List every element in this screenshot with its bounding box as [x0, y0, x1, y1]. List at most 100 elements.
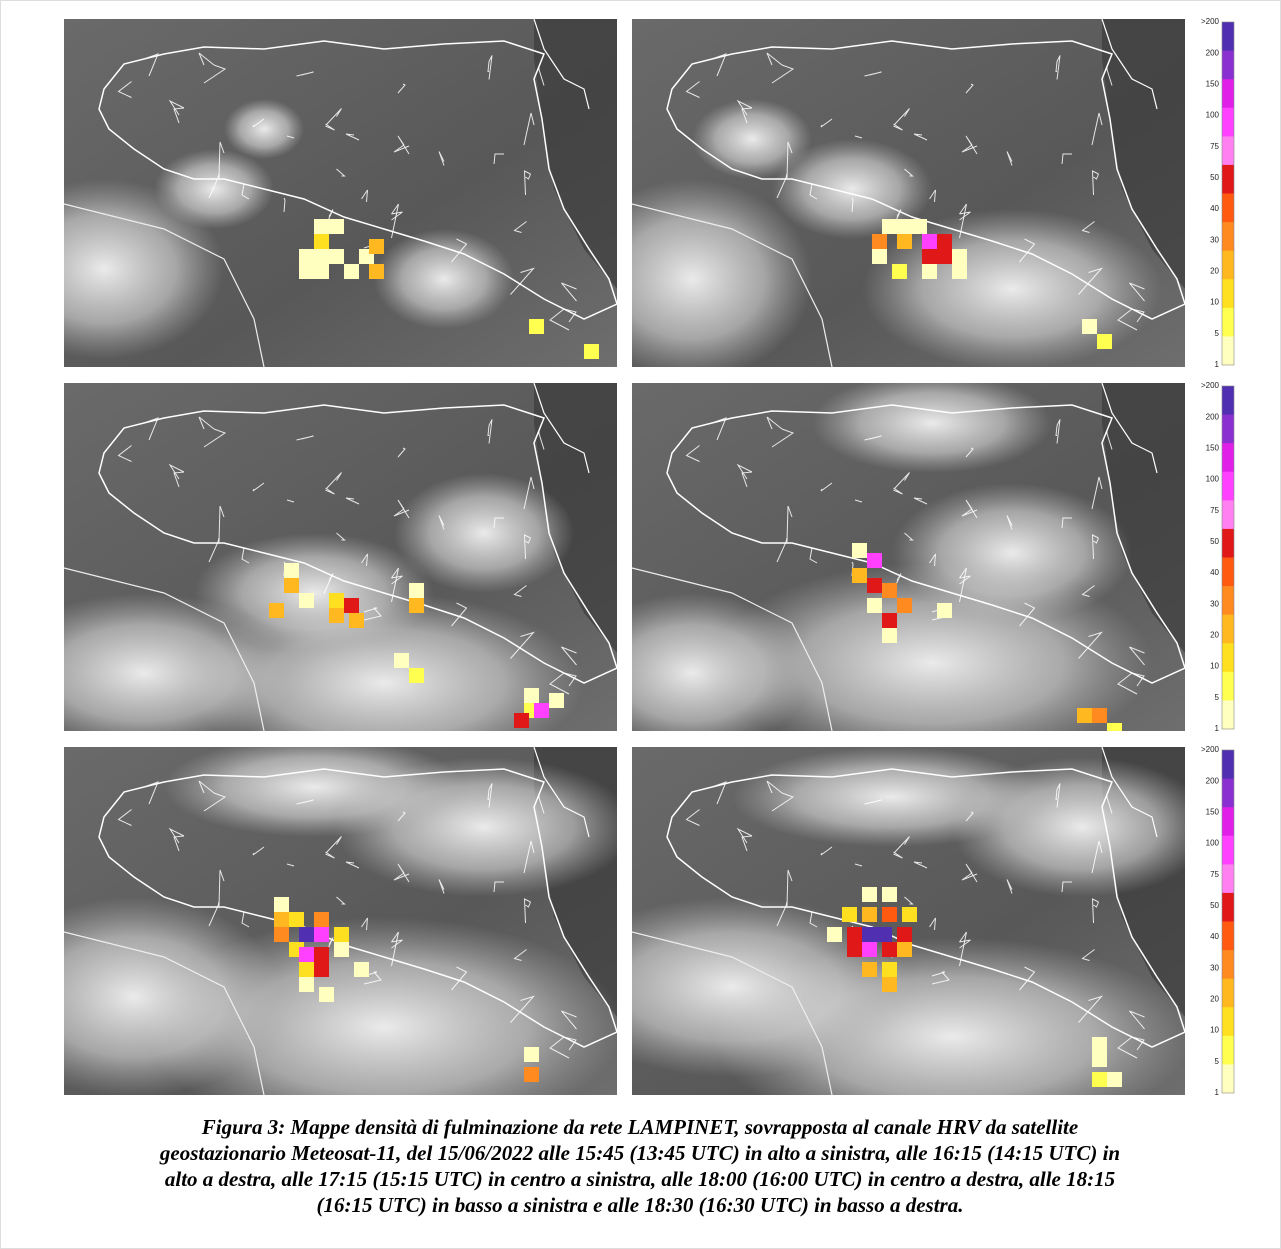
municipal-boundary	[326, 108, 342, 125]
municipal-boundary	[1093, 901, 1099, 908]
lightning-cell	[584, 344, 599, 359]
municipal-boundary	[904, 532, 914, 541]
lightning-cell	[897, 927, 912, 942]
municipal-boundary	[336, 532, 346, 541]
lightning-cell	[299, 249, 314, 264]
municipal-boundary	[397, 83, 406, 94]
lightning-cell	[882, 613, 897, 628]
lightning-cell	[314, 947, 329, 962]
municipal-boundary	[363, 607, 378, 613]
municipal-boundary	[894, 836, 910, 853]
municipal-boundary	[451, 238, 468, 263]
municipal-boundary	[510, 995, 536, 1023]
municipal-boundary	[117, 445, 132, 462]
colorbar-segment	[1222, 700, 1234, 730]
municipal-boundary	[786, 505, 793, 543]
cloud	[64, 897, 284, 1095]
colorbar-segment	[1222, 671, 1234, 701]
colorbar-segment	[1222, 22, 1234, 52]
colorbar-segment	[1222, 50, 1234, 80]
lightning-cell	[862, 887, 877, 902]
lightning-cell	[847, 927, 862, 942]
municipal-boundary	[345, 861, 360, 869]
sea	[534, 19, 617, 289]
lightning-cell	[269, 603, 284, 618]
lightning-cell	[299, 947, 314, 962]
municipal-boundary	[493, 153, 504, 165]
municipal-boundary	[391, 567, 399, 603]
lightning-cell	[1092, 1037, 1107, 1052]
caption-line: Figura 3: Mappe densità di fulminazione …	[201, 1115, 1078, 1139]
lightning-cell	[1092, 708, 1107, 723]
border-line	[64, 567, 265, 731]
lightning-cell	[902, 907, 917, 922]
municipal-boundary	[117, 809, 132, 826]
municipal-boundary	[1091, 534, 1099, 560]
municipal-boundary	[1019, 966, 1036, 991]
municipal-boundary	[391, 203, 399, 239]
municipal-boundary	[786, 141, 793, 179]
colorbar-segment	[1222, 1064, 1234, 1094]
colorbar-label: 150	[1206, 807, 1220, 816]
municipal-boundary	[711, 417, 727, 441]
colorbar-segment	[1222, 586, 1234, 616]
municipal-boundary	[820, 118, 833, 128]
region-outline	[666, 404, 1185, 684]
municipal-boundary	[538, 430, 545, 450]
municipal-boundary	[1131, 672, 1145, 687]
municipal-boundary	[252, 846, 265, 856]
lightning-cell	[394, 653, 409, 668]
municipal-boundary	[563, 308, 577, 323]
municipal-boundary	[809, 547, 818, 564]
municipal-boundary	[1006, 515, 1013, 530]
lightning-cell	[369, 239, 384, 254]
municipal-boundary	[854, 499, 863, 503]
lightning-cell	[409, 668, 424, 683]
municipal-boundary	[241, 911, 250, 928]
lightning-cell	[952, 249, 967, 264]
municipal-boundary	[391, 939, 403, 949]
municipal-boundary	[904, 896, 914, 905]
lightning-cell	[897, 598, 912, 613]
lightning-cell	[354, 962, 369, 977]
municipal-boundary	[1078, 267, 1104, 295]
municipal-boundary	[771, 428, 795, 448]
colorbar-label: 40	[1210, 568, 1219, 577]
colorbar-segment	[1222, 557, 1234, 587]
municipal-boundary	[397, 811, 406, 822]
municipal-boundary	[1055, 425, 1058, 436]
municipal-boundary	[325, 123, 335, 131]
lightning-cell	[1092, 1052, 1107, 1067]
municipal-boundary	[1056, 55, 1061, 80]
municipal-boundary	[513, 221, 527, 233]
lightning-cell	[524, 688, 539, 703]
lightning-cell	[882, 219, 897, 234]
lightning-cell	[827, 927, 842, 942]
lightning-cell	[892, 264, 907, 279]
municipal-boundary	[513, 949, 527, 961]
municipal-boundary	[913, 861, 928, 869]
municipal-boundary	[864, 799, 882, 805]
municipal-boundary	[325, 487, 335, 495]
lightning-cell	[344, 598, 359, 613]
colorbar-label: 50	[1210, 901, 1219, 910]
lightning-cell	[867, 578, 882, 593]
municipal-boundary	[741, 471, 753, 488]
municipal-boundary	[1055, 789, 1058, 800]
municipal-boundary	[961, 144, 978, 153]
municipal-boundary	[203, 428, 227, 448]
municipal-boundary	[894, 472, 910, 489]
municipal-boundary	[361, 553, 368, 567]
lightning-cell	[922, 249, 937, 264]
colorbar-segment	[1222, 778, 1234, 808]
municipal-boundary	[1091, 476, 1103, 510]
map-content	[64, 19, 617, 367]
lightning-cell	[314, 264, 329, 279]
municipal-boundary	[168, 463, 185, 480]
municipal-boundary	[363, 971, 382, 985]
municipal-boundary	[711, 53, 727, 77]
municipal-boundary	[198, 416, 215, 430]
lightning-cell	[314, 912, 329, 927]
municipal-boundary	[1091, 170, 1099, 196]
municipal-boundary	[929, 917, 936, 931]
